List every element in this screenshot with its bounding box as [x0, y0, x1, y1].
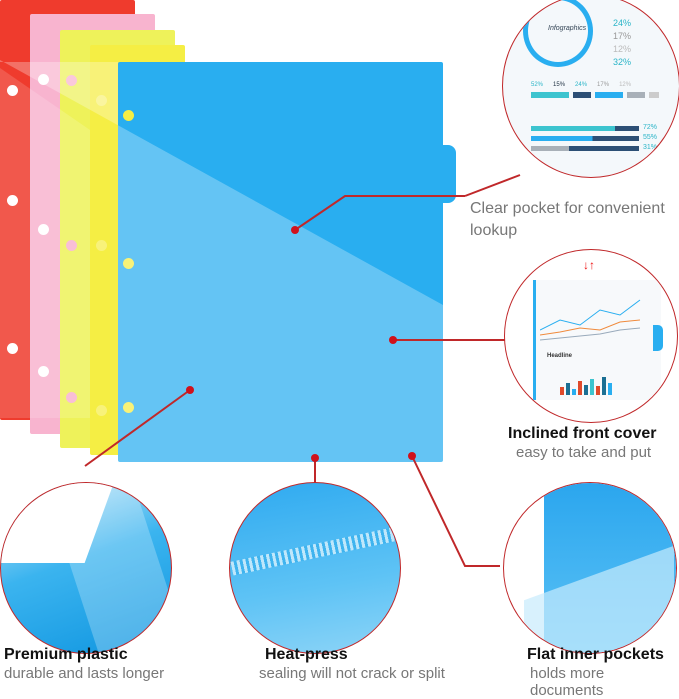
- inclined-sub: easy to take and put: [516, 444, 652, 461]
- callout-dot: [311, 454, 319, 462]
- heat-press-circle: [229, 482, 401, 654]
- callout-dot: [291, 226, 299, 234]
- column-value: 24%: [575, 82, 588, 88]
- premium-plastic-circle: [0, 482, 172, 654]
- blue-folder-tab: [440, 145, 456, 203]
- line-chart-thumbnail: [540, 299, 641, 341]
- premium-title: Premium plastic: [4, 646, 128, 663]
- heat-press-sub: sealing will not crack or split: [259, 665, 445, 682]
- bar-value: 72%: [643, 124, 658, 131]
- chart-headline: Headline: [547, 353, 573, 359]
- infographic-title: Infographics: [548, 25, 587, 32]
- clear-pocket-caption: Clear pocket for convenient lookup: [470, 200, 665, 239]
- callout-dot: [408, 452, 416, 460]
- stat: 17%: [613, 31, 632, 41]
- column-value: 17%: [597, 82, 610, 88]
- column-value: 15%: [553, 82, 566, 88]
- column-value: 52%: [531, 82, 544, 88]
- clear-pocket-overlay: [0, 68, 521, 567]
- inclined-cover-circle: Headline ↓↑: [504, 249, 678, 423]
- bar-value: 55%: [643, 134, 658, 141]
- callout-dot: [186, 386, 194, 394]
- stat: 12%: [613, 44, 632, 54]
- stat: 24%: [613, 18, 632, 28]
- bar-value: 31%: [643, 144, 658, 151]
- heat-press-title: Heat-press: [265, 646, 348, 663]
- column-value: 12%: [619, 82, 632, 88]
- flat-pockets-title: Flat inner pockets: [527, 646, 664, 663]
- up-down-arrows-icon: ↓↑: [583, 258, 595, 272]
- blue-folder: [118, 62, 443, 462]
- stat: 32%: [613, 57, 632, 67]
- flat-pockets-sub: holds more documents: [530, 665, 605, 699]
- flat-pockets-circle: [503, 482, 677, 654]
- inclined-title: Inclined front cover: [508, 425, 657, 442]
- premium-sub: durable and lasts longer: [4, 665, 165, 682]
- infographic-detail-circle: Infographics 24% 17% 12% 32% 52% 15% 24%…: [502, 0, 679, 178]
- callout-dot: [389, 336, 397, 344]
